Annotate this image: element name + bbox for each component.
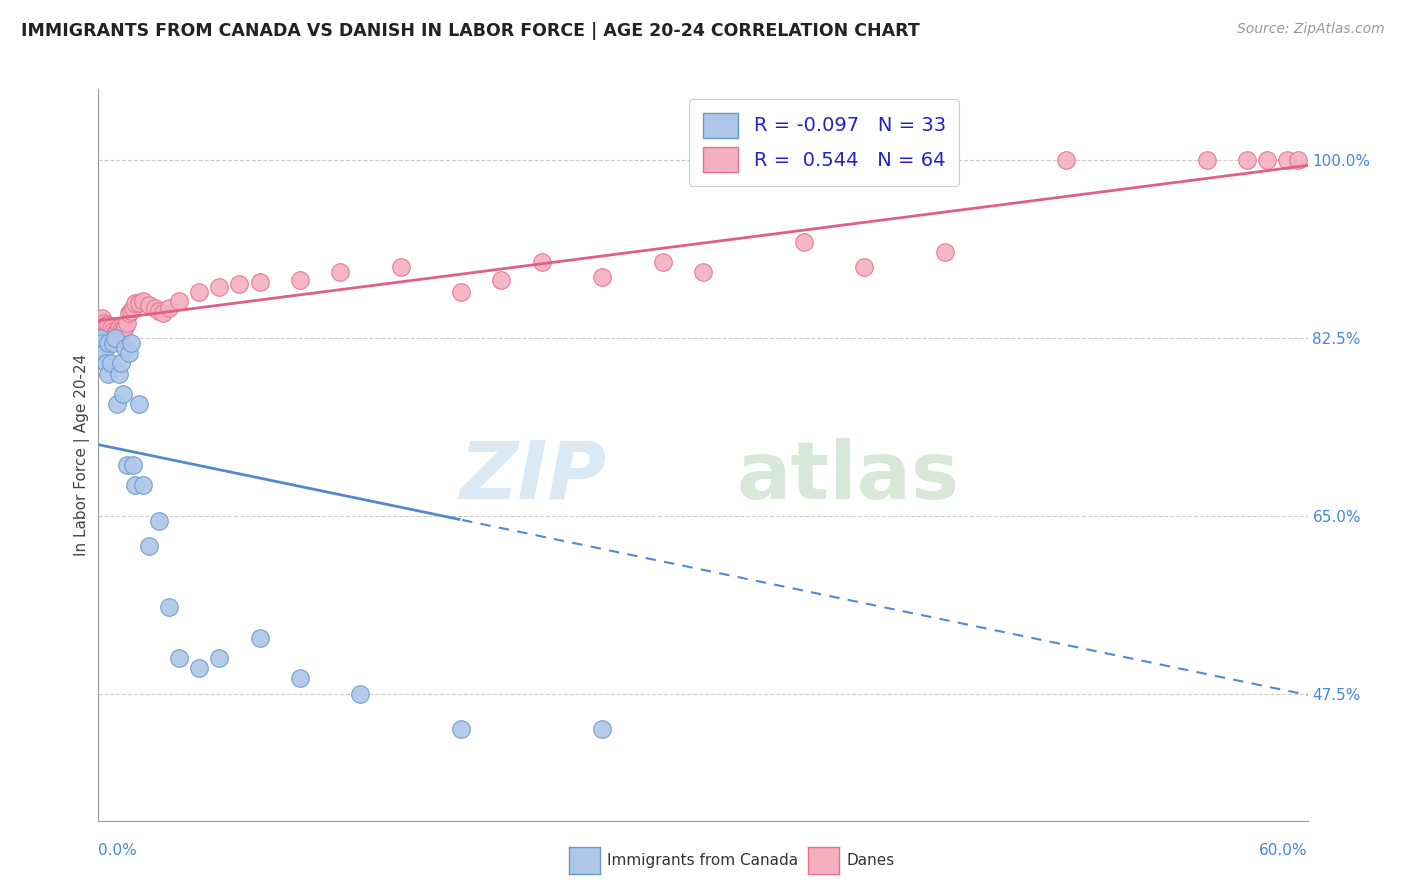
Point xyxy=(450,723,472,737)
Point xyxy=(1277,153,1299,168)
Point xyxy=(118,306,141,320)
Point xyxy=(167,293,190,308)
Point xyxy=(692,265,714,279)
Point xyxy=(167,651,190,665)
Text: IMMIGRANTS FROM CANADA VS DANISH IN LABOR FORCE | AGE 20-24 CORRELATION CHART: IMMIGRANTS FROM CANADA VS DANISH IN LABO… xyxy=(21,22,920,40)
Point xyxy=(143,301,166,315)
Point xyxy=(110,323,132,337)
Point xyxy=(105,324,128,338)
Point xyxy=(89,331,111,345)
Point xyxy=(103,331,125,345)
Point xyxy=(101,336,124,351)
Point xyxy=(1236,153,1258,168)
Point xyxy=(591,270,613,285)
Text: atlas: atlas xyxy=(737,438,960,516)
Point xyxy=(100,321,122,335)
Point xyxy=(120,303,142,318)
Point xyxy=(121,301,143,315)
Point xyxy=(793,235,815,249)
Point xyxy=(91,310,114,325)
Point xyxy=(105,397,128,411)
Point xyxy=(97,336,120,351)
Point xyxy=(111,387,134,401)
Point xyxy=(93,316,115,330)
Point xyxy=(389,260,412,274)
Point xyxy=(249,275,271,289)
Point xyxy=(853,153,876,168)
Point xyxy=(124,478,146,492)
Point xyxy=(115,316,138,330)
Point xyxy=(228,277,250,292)
Point xyxy=(208,280,231,294)
Text: 0.0%: 0.0% xyxy=(98,843,138,858)
Point xyxy=(349,687,371,701)
Text: Immigrants from Canada: Immigrants from Canada xyxy=(607,854,799,868)
Point xyxy=(138,297,160,311)
Point xyxy=(530,255,553,269)
Text: 60.0%: 60.0% xyxy=(1260,843,1308,858)
Point xyxy=(651,255,673,269)
Point xyxy=(128,295,150,310)
Point xyxy=(111,324,134,338)
Point xyxy=(121,458,143,472)
Y-axis label: In Labor Force | Age 20-24: In Labor Force | Age 20-24 xyxy=(75,354,90,556)
Point xyxy=(96,357,118,371)
Point xyxy=(110,357,132,371)
Point xyxy=(124,295,146,310)
Point xyxy=(114,320,136,334)
Point xyxy=(450,285,472,300)
Point xyxy=(118,346,141,360)
Point xyxy=(93,346,115,360)
Point xyxy=(91,336,114,351)
Point xyxy=(288,672,311,686)
Point xyxy=(188,285,211,300)
Point xyxy=(115,458,138,472)
Point xyxy=(101,324,124,338)
Point xyxy=(188,661,211,675)
Point xyxy=(152,306,174,320)
Point xyxy=(103,326,125,340)
Point xyxy=(853,260,876,274)
Point xyxy=(132,293,155,308)
Point xyxy=(329,265,352,279)
Point xyxy=(491,273,513,287)
Point xyxy=(97,367,120,381)
Point xyxy=(96,318,118,332)
Point xyxy=(288,273,311,287)
Point xyxy=(249,631,271,645)
Point xyxy=(107,367,129,381)
Point xyxy=(132,478,155,492)
Point xyxy=(157,301,180,315)
Point xyxy=(591,723,613,737)
Point xyxy=(1054,153,1077,168)
Point xyxy=(1195,153,1218,168)
Point xyxy=(89,316,111,330)
Point xyxy=(1286,153,1309,168)
Point xyxy=(1256,153,1278,168)
Point xyxy=(138,540,160,554)
Point xyxy=(157,600,180,615)
Point xyxy=(114,341,136,355)
Point xyxy=(148,303,170,318)
Legend: R = -0.097   N = 33, R =  0.544   N = 64: R = -0.097 N = 33, R = 0.544 N = 64 xyxy=(689,99,959,186)
Point xyxy=(148,514,170,528)
Point xyxy=(128,397,150,411)
Point xyxy=(100,357,122,371)
Point xyxy=(107,321,129,335)
Point xyxy=(120,336,142,351)
Text: Source: ZipAtlas.com: Source: ZipAtlas.com xyxy=(1237,22,1385,37)
Point xyxy=(208,651,231,665)
Point xyxy=(97,318,120,332)
Text: ZIP: ZIP xyxy=(458,438,606,516)
Text: Danes: Danes xyxy=(846,854,894,868)
Point xyxy=(934,244,956,259)
